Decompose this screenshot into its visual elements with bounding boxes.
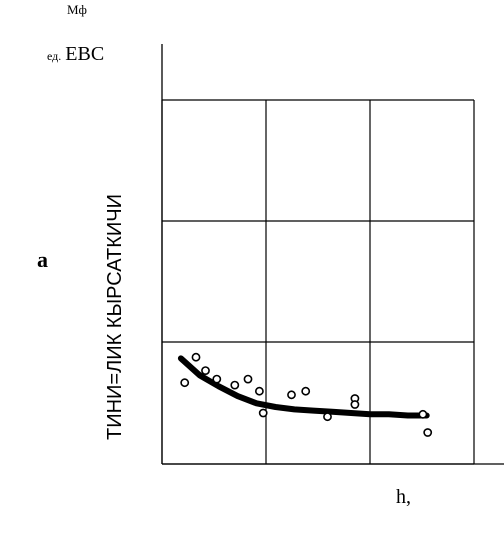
fit-curve [177, 355, 430, 419]
data-point [287, 390, 296, 400]
unit-label: ед. ЕВС [47, 43, 104, 66]
data-point [243, 374, 253, 384]
panel-letter: а [37, 247, 48, 272]
data-point [418, 409, 428, 419]
data-point [323, 412, 332, 422]
unit-label-small: ед. [47, 49, 62, 63]
data-point [191, 352, 201, 362]
scatter-points [180, 352, 433, 437]
data-point [212, 374, 222, 384]
data-point [201, 366, 210, 375]
data-point [258, 408, 268, 418]
unit-label-top: Мф [67, 2, 87, 17]
fit-curve-layer [177, 355, 430, 419]
data-point [254, 386, 264, 396]
data-point [180, 378, 190, 388]
data-point [350, 400, 360, 409]
unit-label-big: ЕВС [65, 43, 105, 65]
chart-axes [161, 44, 504, 465]
data-point [230, 380, 240, 390]
data-point [423, 428, 433, 437]
data-point [301, 386, 311, 396]
x-axis-label: h, [396, 486, 411, 508]
